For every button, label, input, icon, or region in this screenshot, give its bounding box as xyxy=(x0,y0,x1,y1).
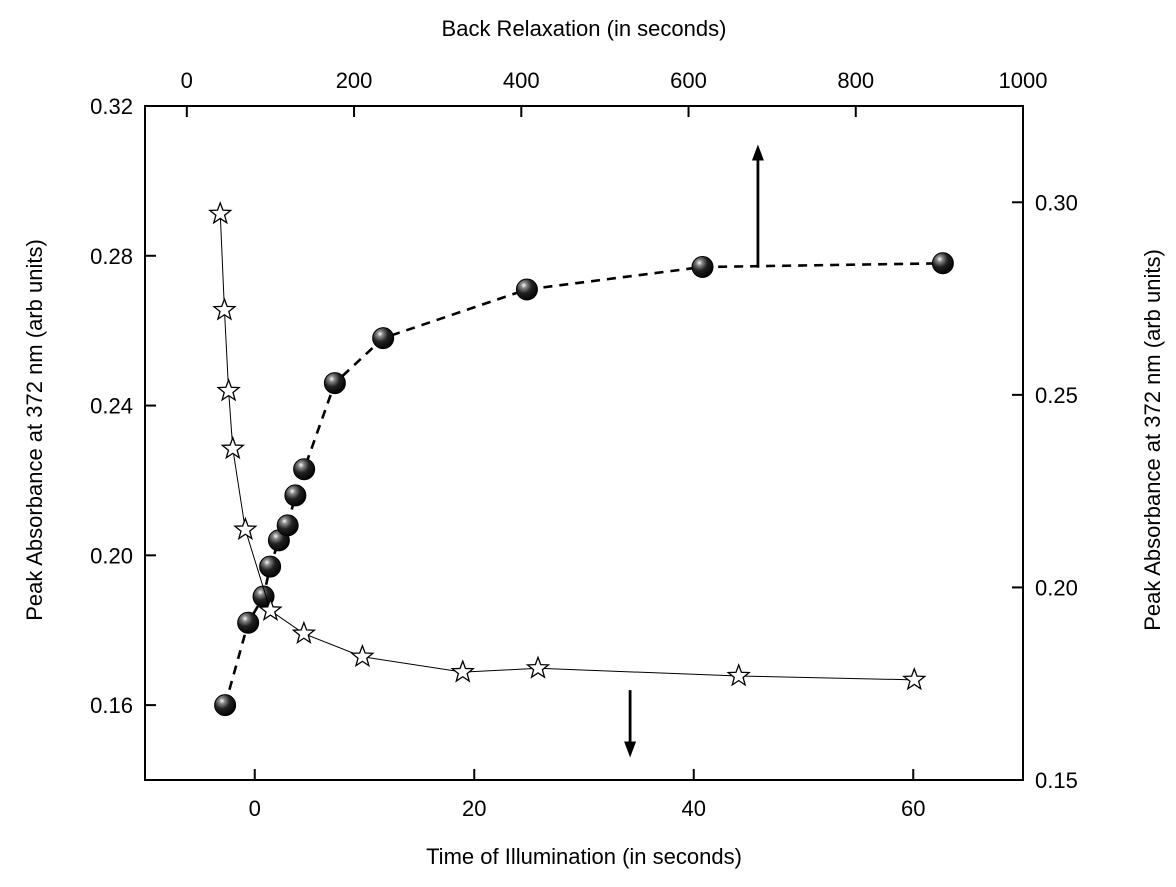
arrow-up-icon xyxy=(751,144,764,161)
y-right-tick-label: 0.20 xyxy=(1035,575,1078,600)
data-point-star xyxy=(525,655,551,679)
series-line-1 xyxy=(223,261,943,706)
y-right-tick-label: 0.30 xyxy=(1035,190,1078,215)
x-bottom-tick-label: 40 xyxy=(682,796,706,821)
x-top-tick-label: 0 xyxy=(181,68,193,93)
arrow-down-icon xyxy=(624,741,637,758)
x-top-tick-label: 400 xyxy=(503,68,540,93)
data-point-circle xyxy=(691,256,714,279)
x-bottom-tick-label: 20 xyxy=(462,796,486,821)
y-left-tick-label: 0.28 xyxy=(90,244,133,269)
x-top-tick-label: 800 xyxy=(837,68,874,93)
y-left-tick-label: 0.24 xyxy=(90,394,133,419)
data-point-circle xyxy=(515,278,538,301)
x-bottom-tick-label: 60 xyxy=(901,796,925,821)
x-bottom-tick-label: 0 xyxy=(249,796,261,821)
series-line-2 xyxy=(219,213,915,681)
y-right-tick-label: 0.15 xyxy=(1035,768,1078,793)
x-bottom-axis-label: Time of Illumination (in seconds) xyxy=(426,844,742,869)
data-point-star xyxy=(902,666,927,691)
data-point-star xyxy=(233,516,258,541)
data-point-star xyxy=(208,200,233,225)
data-point-circle xyxy=(284,484,307,507)
y-right-axis-label: Peak Absorbance at 372 nm (arb units) xyxy=(1140,249,1165,631)
data-point-circle xyxy=(259,555,282,578)
plot-frame xyxy=(144,105,1024,781)
data-point-star xyxy=(212,297,237,321)
data-point-circle xyxy=(276,514,299,537)
data-point-star xyxy=(220,435,246,460)
data-point-star xyxy=(216,378,241,402)
data-point-circle xyxy=(323,372,346,395)
data-point-star xyxy=(450,659,475,683)
data-point-circle xyxy=(214,694,237,717)
x-top-tick-label: 200 xyxy=(336,68,373,93)
y-left-tick-label: 0.20 xyxy=(90,543,133,568)
x-top-axis-label: Back Relaxation (in seconds) xyxy=(442,16,727,41)
y-right-tick-label: 0.25 xyxy=(1035,383,1078,408)
series-layer xyxy=(208,144,954,758)
x-top-tick-label: 1000 xyxy=(999,68,1048,93)
data-point-star xyxy=(350,643,375,668)
y-left-axis-label: Peak Absorbance at 372 nm (arb units) xyxy=(22,239,47,621)
y-left-tick-label: 0.16 xyxy=(90,693,133,718)
x-top-tick-label: 600 xyxy=(670,68,707,93)
y-left-tick-label: 0.32 xyxy=(90,94,133,119)
data-point-star xyxy=(726,663,751,687)
axes: 0 20 40 600 200 400 600 800 10000.160.200.240.28… xyxy=(90,68,1078,821)
data-point-circle xyxy=(372,327,395,350)
data-point-circle xyxy=(931,252,954,275)
data-point-star xyxy=(258,597,283,621)
data-point-circle xyxy=(237,611,260,634)
data-point-circle xyxy=(293,458,316,481)
data-point-star xyxy=(291,620,317,645)
